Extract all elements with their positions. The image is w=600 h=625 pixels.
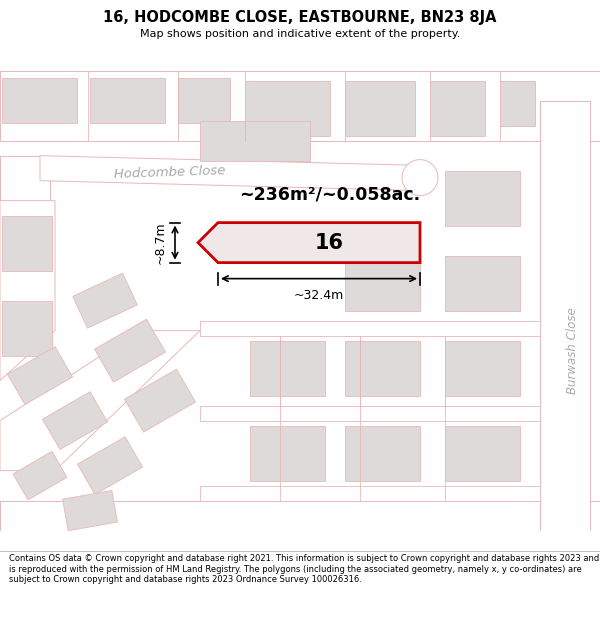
- Text: ~236m²/~0.058ac.: ~236m²/~0.058ac.: [239, 186, 421, 204]
- Polygon shape: [200, 486, 540, 501]
- Text: Burwash Close: Burwash Close: [566, 308, 578, 394]
- Bar: [445, 426, 520, 481]
- Bar: [445, 256, 520, 311]
- Polygon shape: [95, 319, 166, 382]
- Polygon shape: [13, 451, 67, 500]
- Bar: [345, 426, 420, 481]
- Bar: [500, 81, 535, 126]
- Polygon shape: [198, 222, 420, 262]
- Bar: [445, 171, 520, 226]
- Bar: [2, 78, 77, 122]
- Polygon shape: [77, 437, 143, 494]
- Bar: [345, 256, 420, 311]
- Polygon shape: [62, 491, 118, 531]
- Text: Contains OS data © Crown copyright and database right 2021. This information is : Contains OS data © Crown copyright and d…: [9, 554, 599, 584]
- Polygon shape: [43, 392, 107, 449]
- Polygon shape: [540, 101, 590, 531]
- Bar: [2, 216, 52, 271]
- Polygon shape: [7, 347, 73, 404]
- Polygon shape: [0, 71, 600, 141]
- Text: 16, HODCOMBE CLOSE, EASTBOURNE, BN23 8JA: 16, HODCOMBE CLOSE, EASTBOURNE, BN23 8JA: [103, 10, 497, 25]
- Bar: [90, 78, 165, 122]
- Bar: [178, 78, 230, 122]
- Polygon shape: [40, 156, 430, 191]
- Bar: [445, 341, 520, 396]
- Polygon shape: [200, 406, 540, 421]
- Polygon shape: [73, 273, 137, 328]
- Bar: [200, 121, 310, 161]
- Text: ~32.4m: ~32.4m: [294, 289, 344, 302]
- Text: Hodcombe Close: Hodcombe Close: [114, 164, 226, 181]
- Bar: [345, 81, 415, 136]
- Polygon shape: [125, 369, 196, 432]
- Bar: [250, 426, 325, 481]
- Bar: [245, 81, 330, 136]
- Bar: [2, 301, 52, 356]
- Polygon shape: [0, 156, 50, 201]
- Polygon shape: [200, 321, 540, 336]
- Bar: [430, 81, 485, 136]
- Polygon shape: [0, 201, 55, 381]
- Polygon shape: [0, 501, 600, 531]
- Text: 16: 16: [314, 232, 343, 253]
- Bar: [250, 341, 325, 396]
- Bar: [345, 341, 420, 396]
- Text: Map shows position and indicative extent of the property.: Map shows position and indicative extent…: [140, 29, 460, 39]
- Circle shape: [402, 159, 438, 196]
- Polygon shape: [0, 331, 200, 471]
- Text: ~8.7m: ~8.7m: [154, 221, 167, 264]
